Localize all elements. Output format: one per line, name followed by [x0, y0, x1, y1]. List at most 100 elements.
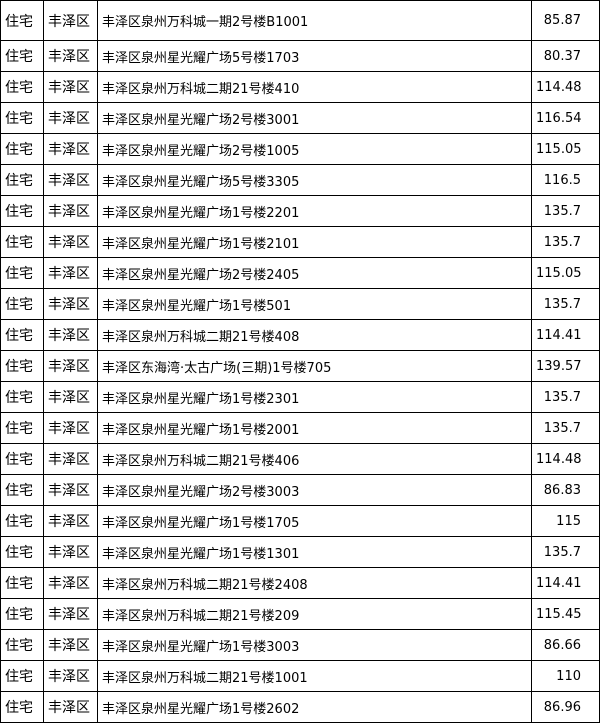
district-cell: 丰泽区: [43, 474, 98, 506]
address-cell: 丰泽区泉州万科城二期21号楼408: [97, 319, 532, 351]
district-cell: 丰泽区: [43, 567, 98, 599]
table-row: 住宅 丰泽区 丰泽区泉州万科城二期21号楼406 114.48: [0, 443, 600, 475]
type-cell: 住宅: [0, 40, 44, 72]
area-cell: 116.54: [531, 102, 600, 134]
area-cell: 115.05: [531, 257, 600, 289]
district-cell: 丰泽区: [43, 412, 98, 444]
area-cell: 135.7: [531, 536, 600, 568]
area-cell: 135.7: [531, 412, 600, 444]
district-cell: 丰泽区: [43, 40, 98, 72]
area-cell: 86.96: [531, 691, 600, 723]
area-cell: 135.7: [531, 195, 600, 227]
type-cell: 住宅: [0, 319, 44, 351]
type-cell: 住宅: [0, 288, 44, 320]
district-cell: 丰泽区: [43, 381, 98, 413]
area-cell: 114.41: [531, 567, 600, 599]
area-cell: 115.45: [531, 598, 600, 630]
area-cell: 116.5: [531, 164, 600, 196]
table-row: 住宅 丰泽区 丰泽区泉州万科城二期21号楼1001 110: [0, 660, 600, 692]
type-cell: 住宅: [0, 443, 44, 475]
district-cell: 丰泽区: [43, 71, 98, 103]
district-cell: 丰泽区: [43, 164, 98, 196]
type-cell: 住宅: [0, 226, 44, 258]
type-cell: 住宅: [0, 164, 44, 196]
address-cell: 丰泽区泉州星光耀广场5号楼3305: [97, 164, 532, 196]
table-row: 住宅 丰泽区 丰泽区东海湾·太古广场(三期)1号楼705 139.57: [0, 350, 600, 382]
area-cell: 139.57: [531, 350, 600, 382]
type-cell: 住宅: [0, 598, 44, 630]
address-cell: 丰泽区泉州星光耀广场1号楼501: [97, 288, 532, 320]
district-cell: 丰泽区: [43, 319, 98, 351]
table-row: 住宅 丰泽区 丰泽区泉州万科城二期21号楼410 114.48: [0, 71, 600, 103]
type-cell: 住宅: [0, 71, 44, 103]
type-cell: 住宅: [0, 102, 44, 134]
district-cell: 丰泽区: [43, 536, 98, 568]
address-cell: 丰泽区泉州万科城一期2号楼B1001: [97, 0, 532, 41]
table-row: 住宅 丰泽区 丰泽区泉州星光耀广场2号楼2405 115.05: [0, 257, 600, 289]
table-row: 住宅 丰泽区 丰泽区泉州星光耀广场2号楼1005 115.05: [0, 133, 600, 165]
area-cell: 85.87: [531, 0, 600, 41]
type-cell: 住宅: [0, 133, 44, 165]
type-cell: 住宅: [0, 195, 44, 227]
table-row: 住宅 丰泽区 丰泽区泉州星光耀广场1号楼2001 135.7: [0, 412, 600, 444]
district-cell: 丰泽区: [43, 660, 98, 692]
address-cell: 丰泽区东海湾·太古广场(三期)1号楼705: [97, 350, 532, 382]
type-cell: 住宅: [0, 536, 44, 568]
address-cell: 丰泽区泉州星光耀广场1号楼2001: [97, 412, 532, 444]
table-row: 住宅 丰泽区 丰泽区泉州星光耀广场2号楼3001 116.54: [0, 102, 600, 134]
address-cell: 丰泽区泉州万科城二期21号楼410: [97, 71, 532, 103]
address-cell: 丰泽区泉州万科城二期21号楼2408: [97, 567, 532, 599]
type-cell: 住宅: [0, 257, 44, 289]
address-cell: 丰泽区泉州星光耀广场2号楼1005: [97, 133, 532, 165]
district-cell: 丰泽区: [43, 505, 98, 537]
area-cell: 110: [531, 660, 600, 692]
type-cell: 住宅: [0, 381, 44, 413]
table-row: 住宅 丰泽区 丰泽区泉州星光耀广场1号楼2301 135.7: [0, 381, 600, 413]
type-cell: 住宅: [0, 412, 44, 444]
table-row: 住宅 丰泽区 丰泽区泉州万科城二期21号楼2408 114.41: [0, 567, 600, 599]
district-cell: 丰泽区: [43, 350, 98, 382]
address-cell: 丰泽区泉州星光耀广场1号楼2201: [97, 195, 532, 227]
type-cell: 住宅: [0, 0, 44, 41]
table-row: 住宅 丰泽区 丰泽区泉州星光耀广场1号楼3003 86.66: [0, 629, 600, 661]
area-cell: 135.7: [531, 226, 600, 258]
table-row: 住宅 丰泽区 丰泽区泉州万科城二期21号楼408 114.41: [0, 319, 600, 351]
address-cell: 丰泽区泉州万科城二期21号楼406: [97, 443, 532, 475]
district-cell: 丰泽区: [43, 102, 98, 134]
area-cell: 114.48: [531, 443, 600, 475]
address-cell: 丰泽区泉州万科城二期21号楼1001: [97, 660, 532, 692]
address-cell: 丰泽区泉州星光耀广场2号楼3001: [97, 102, 532, 134]
type-cell: 住宅: [0, 474, 44, 506]
table-row: 住宅 丰泽区 丰泽区泉州星光耀广场1号楼1705 115: [0, 505, 600, 537]
type-cell: 住宅: [0, 350, 44, 382]
area-cell: 80.37: [531, 40, 600, 72]
table-row: 住宅 丰泽区 丰泽区泉州星光耀广场5号楼3305 116.5: [0, 164, 600, 196]
area-cell: 86.83: [531, 474, 600, 506]
area-cell: 135.7: [531, 288, 600, 320]
address-cell: 丰泽区泉州星光耀广场1号楼1301: [97, 536, 532, 568]
area-cell: 114.48: [531, 71, 600, 103]
district-cell: 丰泽区: [43, 0, 98, 41]
table-row: 住宅 丰泽区 丰泽区泉州星光耀广场1号楼2602 86.96: [0, 691, 600, 723]
district-cell: 丰泽区: [43, 195, 98, 227]
address-cell: 丰泽区泉州星光耀广场1号楼2101: [97, 226, 532, 258]
area-cell: 115: [531, 505, 600, 537]
district-cell: 丰泽区: [43, 257, 98, 289]
table-row: 住宅 丰泽区 丰泽区泉州星光耀广场1号楼2101 135.7: [0, 226, 600, 258]
district-cell: 丰泽区: [43, 443, 98, 475]
table-row: 住宅 丰泽区 丰泽区泉州万科城一期2号楼B1001 85.87: [0, 0, 600, 41]
district-cell: 丰泽区: [43, 598, 98, 630]
address-cell: 丰泽区泉州星光耀广场1号楼1705: [97, 505, 532, 537]
type-cell: 住宅: [0, 629, 44, 661]
type-cell: 住宅: [0, 567, 44, 599]
area-cell: 114.41: [531, 319, 600, 351]
area-cell: 115.05: [531, 133, 600, 165]
area-cell: 135.7: [531, 381, 600, 413]
table-row: 住宅 丰泽区 丰泽区泉州星光耀广场1号楼501 135.7: [0, 288, 600, 320]
district-cell: 丰泽区: [43, 226, 98, 258]
table-row: 住宅 丰泽区 丰泽区泉州星光耀广场1号楼2201 135.7: [0, 195, 600, 227]
address-cell: 丰泽区泉州星光耀广场1号楼3003: [97, 629, 532, 661]
table-row: 住宅 丰泽区 丰泽区泉州万科城二期21号楼209 115.45: [0, 598, 600, 630]
